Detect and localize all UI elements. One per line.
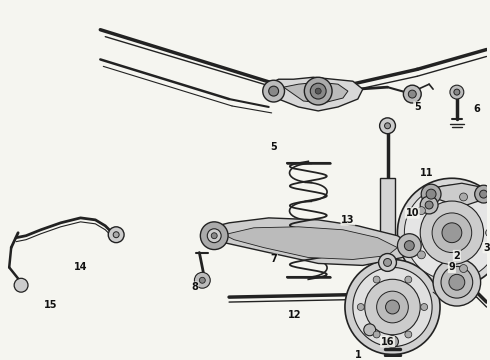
Circle shape <box>404 241 414 251</box>
Text: 16: 16 <box>381 337 394 347</box>
Circle shape <box>420 201 484 265</box>
Circle shape <box>449 274 465 290</box>
Circle shape <box>200 222 228 249</box>
Circle shape <box>386 300 399 314</box>
Text: 5: 5 <box>414 102 420 112</box>
Circle shape <box>373 276 380 283</box>
Text: 2: 2 <box>453 251 460 261</box>
Circle shape <box>108 227 124 243</box>
Circle shape <box>207 229 221 243</box>
Circle shape <box>403 85 421 103</box>
Circle shape <box>379 253 396 271</box>
Circle shape <box>373 331 380 338</box>
Circle shape <box>460 193 467 201</box>
Text: 8: 8 <box>191 282 198 292</box>
Text: 3: 3 <box>483 243 490 253</box>
Text: 5: 5 <box>270 141 277 152</box>
Circle shape <box>263 80 285 102</box>
Circle shape <box>454 89 460 95</box>
Circle shape <box>384 258 392 266</box>
Circle shape <box>364 324 376 336</box>
Circle shape <box>486 229 490 237</box>
Circle shape <box>211 233 217 239</box>
Circle shape <box>304 77 332 105</box>
Circle shape <box>420 196 438 214</box>
Polygon shape <box>269 77 363 111</box>
Circle shape <box>480 190 488 198</box>
Circle shape <box>421 184 441 204</box>
Text: 13: 13 <box>341 215 355 225</box>
Polygon shape <box>284 82 348 103</box>
Circle shape <box>315 88 321 94</box>
Circle shape <box>365 279 420 335</box>
Circle shape <box>408 90 416 98</box>
Circle shape <box>377 291 408 323</box>
Text: 15: 15 <box>44 300 57 310</box>
Circle shape <box>475 185 490 203</box>
Text: 7: 7 <box>270 255 277 265</box>
Circle shape <box>405 331 412 338</box>
Circle shape <box>450 85 464 99</box>
Polygon shape <box>209 218 412 265</box>
Polygon shape <box>224 227 397 260</box>
Circle shape <box>387 336 398 348</box>
Text: 6: 6 <box>473 104 480 114</box>
Circle shape <box>14 278 28 292</box>
Circle shape <box>380 118 395 134</box>
Polygon shape <box>427 183 487 205</box>
Circle shape <box>345 260 440 355</box>
Circle shape <box>442 223 462 243</box>
Circle shape <box>421 303 428 310</box>
Circle shape <box>397 178 490 287</box>
FancyBboxPatch shape <box>380 178 395 257</box>
Circle shape <box>405 276 412 283</box>
Polygon shape <box>447 193 479 249</box>
Circle shape <box>269 86 279 96</box>
Circle shape <box>426 189 436 199</box>
Circle shape <box>425 201 433 209</box>
Circle shape <box>460 265 467 273</box>
Circle shape <box>195 273 210 288</box>
Text: 1: 1 <box>354 350 361 360</box>
Circle shape <box>199 277 205 283</box>
Text: 9: 9 <box>448 262 455 273</box>
Circle shape <box>357 303 364 310</box>
Circle shape <box>404 185 490 280</box>
Text: 14: 14 <box>74 262 87 273</box>
Circle shape <box>113 232 119 238</box>
Circle shape <box>417 207 425 215</box>
Circle shape <box>441 266 473 298</box>
Text: 12: 12 <box>288 310 301 320</box>
Circle shape <box>432 213 472 253</box>
Circle shape <box>353 267 432 347</box>
Circle shape <box>310 83 326 99</box>
Circle shape <box>417 251 425 259</box>
Text: 11: 11 <box>420 168 434 178</box>
Circle shape <box>433 258 481 306</box>
Circle shape <box>385 123 391 129</box>
Text: 10: 10 <box>406 208 419 218</box>
Circle shape <box>397 234 421 257</box>
